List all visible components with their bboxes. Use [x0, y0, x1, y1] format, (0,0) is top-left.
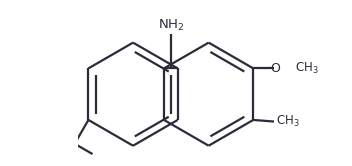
- Text: O: O: [271, 62, 281, 75]
- Text: CH$_3$: CH$_3$: [276, 114, 300, 129]
- Text: CH$_3$: CH$_3$: [295, 61, 319, 76]
- Text: NH$_2$: NH$_2$: [158, 18, 184, 33]
